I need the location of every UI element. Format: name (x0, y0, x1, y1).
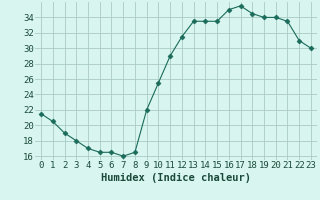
X-axis label: Humidex (Indice chaleur): Humidex (Indice chaleur) (101, 173, 251, 183)
